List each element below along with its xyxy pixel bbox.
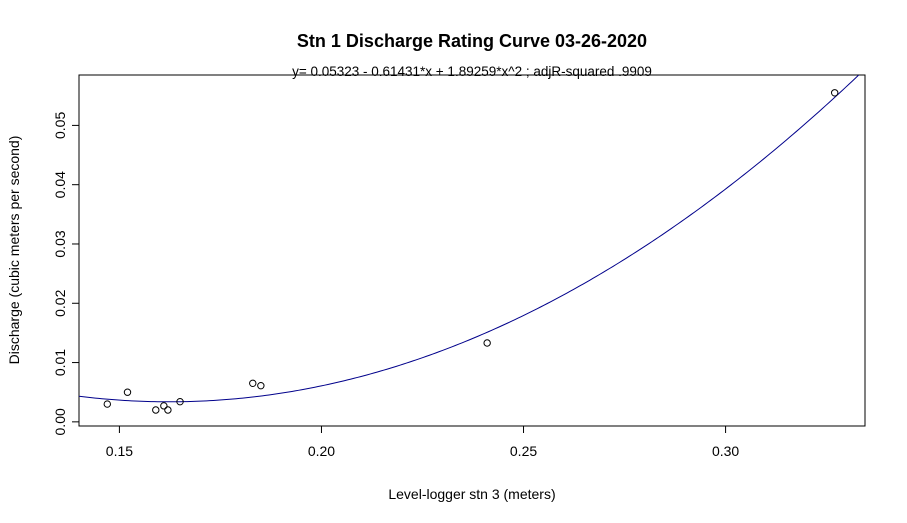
data-point (830, 89, 839, 97)
data-point (483, 339, 491, 347)
fit-curve (79, 75, 860, 403)
x-axis: 0.15 0.20 0.25 0.30 (106, 425, 739, 459)
data-point (249, 379, 257, 388)
plot-area (79, 75, 860, 414)
data-point (257, 381, 265, 390)
y-tick-label: 0.01 (52, 349, 68, 376)
data-point (164, 406, 172, 414)
y-axis: 0.00 0.01 0.02 0.03 0.04 0.05 (52, 112, 80, 435)
data-point (176, 397, 184, 406)
y-tick-label: 0.03 (52, 230, 68, 257)
data-point (123, 388, 132, 396)
plot-frame (78, 74, 866, 427)
y-tick-label: 0.04 (52, 171, 68, 198)
y-tick-label: 0.02 (52, 289, 68, 316)
y-axis-label: Discharge (cubic meters per second) (6, 136, 22, 365)
x-axis-label: Level-logger stn 3 (meters) (388, 486, 555, 502)
y-tick-label: 0.05 (52, 112, 68, 139)
chart-title: Stn 1 Discharge Rating Curve 03-26-2020 (297, 31, 647, 51)
x-tick-label: 0.30 (712, 443, 739, 459)
chart-subtitle: y= 0.05323 - 0.61431*x + 1.89259*x^2 ; a… (292, 64, 652, 79)
x-tick-label: 0.15 (106, 443, 133, 459)
x-tick-label: 0.25 (510, 443, 537, 459)
data-point (152, 406, 160, 414)
y-tick-label: 0.00 (52, 408, 68, 435)
data-point (160, 402, 168, 410)
x-tick-label: 0.20 (308, 443, 335, 459)
data-point (103, 400, 111, 408)
